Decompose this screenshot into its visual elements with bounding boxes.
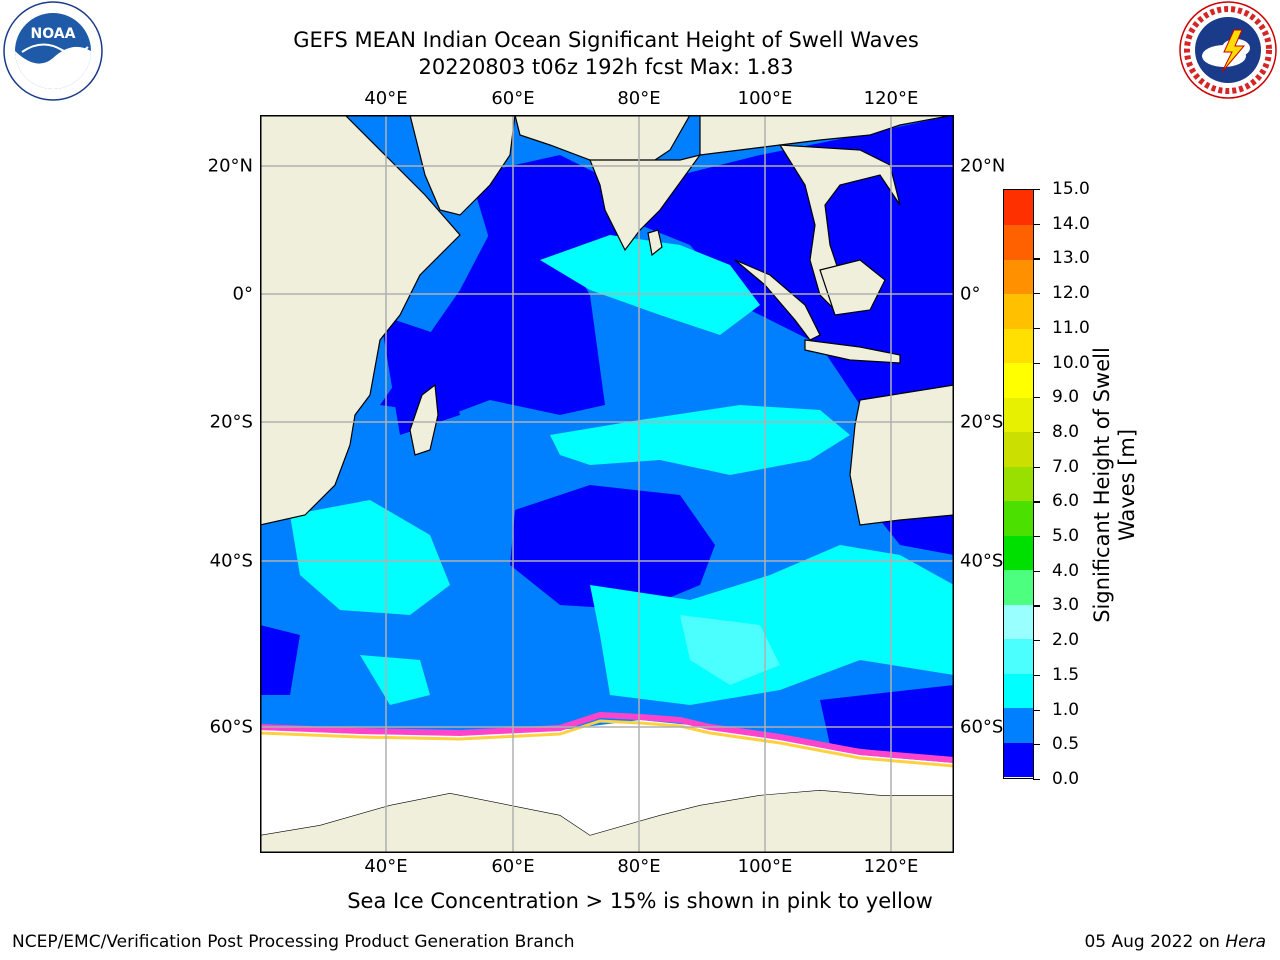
colorbar-segment bbox=[1004, 569, 1033, 605]
colorbar-tick-label: 9.0 bbox=[1052, 387, 1080, 408]
footer-branch-credit: NCEP/EMC/Verification Post Processing Pr… bbox=[12, 932, 575, 952]
footer-date-text: 05 Aug 2022 on bbox=[1084, 932, 1226, 952]
lon-label-top-60e: 60°E bbox=[491, 88, 535, 109]
colorbar-segment bbox=[1004, 431, 1033, 467]
colorbar-tick-label: 5.0 bbox=[1052, 526, 1080, 547]
colorbar-tick-label: 4.0 bbox=[1052, 560, 1080, 581]
colorbar-tick-mark bbox=[1033, 640, 1040, 642]
colorbar-segment bbox=[1004, 673, 1033, 709]
colorbar-segment bbox=[1004, 742, 1033, 778]
lat-label-left-20n: 20°N bbox=[207, 155, 253, 177]
colorbar-tick-mark bbox=[1033, 223, 1040, 225]
colorbar-tick-label: 1.0 bbox=[1052, 699, 1080, 720]
colorbar-segment bbox=[1004, 500, 1033, 536]
colorbar-tick-label: 8.0 bbox=[1052, 421, 1080, 442]
lon-label-bottom-120e: 120°E bbox=[863, 856, 919, 877]
colorbar-tick-mark bbox=[1033, 327, 1040, 329]
nws-logo-icon bbox=[1179, 1, 1277, 99]
lon-label-bottom-40e: 40°E bbox=[364, 856, 408, 877]
colorbar-tick-label: 13.0 bbox=[1052, 248, 1090, 269]
lat-label-right-40s: 40°S bbox=[960, 550, 1004, 572]
colorbar-segment bbox=[1004, 190, 1033, 226]
colorbar-tick-label: 3.0 bbox=[1052, 595, 1080, 616]
lon-label-top-100e: 100°E bbox=[737, 88, 793, 109]
colorbar-tick-mark bbox=[1033, 779, 1040, 781]
colorbar-tick-mark bbox=[1033, 189, 1040, 191]
lat-label-right-60s: 60°S bbox=[960, 716, 1004, 738]
colorbar-tick-label: 6.0 bbox=[1052, 491, 1080, 512]
colorbar-label-line-2: Waves [m] bbox=[1115, 428, 1139, 542]
colorbar-segment bbox=[1004, 328, 1033, 364]
colorbar-tick-label: 10.0 bbox=[1052, 352, 1090, 373]
ice-shelf-region bbox=[260, 720, 954, 835]
lat-label-right-0: 0° bbox=[960, 283, 981, 305]
colorbar-tick-label: 15.0 bbox=[1052, 179, 1090, 199]
noaa-logo-icon: NOAA bbox=[3, 1, 103, 101]
colorbar-segment bbox=[1004, 535, 1033, 571]
colorbar-tick-label: 0.5 bbox=[1052, 734, 1080, 755]
colorbar-label: Significant Height of Swell Waves [m] bbox=[1090, 347, 1140, 623]
colorbar-tick-mark bbox=[1033, 536, 1040, 538]
colorbar-tick-mark bbox=[1033, 431, 1040, 434]
colorbar-tick-mark bbox=[1033, 744, 1040, 746]
chart-title: GEFS MEAN Indian Ocean Significant Heigh… bbox=[293, 28, 919, 52]
colorbar-segment bbox=[1004, 293, 1033, 329]
swell-max-patch bbox=[680, 615, 780, 685]
indian-ocean-map bbox=[260, 115, 954, 853]
colorbar-tick-mark bbox=[1033, 362, 1040, 364]
lat-label-left-0: 0° bbox=[232, 283, 253, 305]
noaa-logo-text: NOAA bbox=[31, 26, 76, 42]
colorbar-tick-mark bbox=[1033, 570, 1040, 572]
colorbar-tick-label: 14.0 bbox=[1052, 213, 1090, 234]
colorbar-tick-mark bbox=[1033, 501, 1040, 503]
footer-host: Hera bbox=[1225, 932, 1266, 952]
colorbar bbox=[1003, 189, 1034, 779]
colorbar-segment bbox=[1004, 638, 1033, 674]
lon-label-top-40e: 40°E bbox=[364, 88, 408, 109]
colorbar-tick-label: 11.0 bbox=[1052, 317, 1090, 338]
lat-label-left-40s: 40°S bbox=[209, 550, 253, 572]
colorbar-tick-mark bbox=[1033, 466, 1040, 468]
lon-label-bottom-60e: 60°E bbox=[491, 856, 535, 877]
colorbar-segment bbox=[1004, 362, 1033, 398]
colorbar-tick-mark bbox=[1033, 397, 1040, 399]
colorbar-segment bbox=[1004, 466, 1033, 502]
lon-label-top-80e: 80°E bbox=[617, 88, 661, 109]
colorbar-label-line-1: Significant Height of Swell bbox=[1090, 347, 1114, 623]
colorbar-tick-label: 1.5 bbox=[1052, 664, 1080, 685]
colorbar-tick-label: 2.0 bbox=[1052, 630, 1080, 651]
colorbar-segment bbox=[1004, 397, 1033, 433]
colorbar-tick-mark bbox=[1033, 709, 1040, 711]
lon-label-bottom-100e: 100°E bbox=[737, 856, 793, 877]
colorbar-tick-label: 0.0 bbox=[1052, 769, 1080, 789]
colorbar-segment bbox=[1004, 707, 1033, 743]
lat-label-right-20s: 20°S bbox=[960, 411, 1004, 433]
lon-label-bottom-80e: 80°E bbox=[617, 856, 661, 877]
colorbar-tick-mark bbox=[1033, 258, 1040, 260]
colorbar-tick-mark bbox=[1033, 674, 1040, 677]
colorbar-tick-label: 7.0 bbox=[1052, 456, 1080, 477]
graticule bbox=[260, 115, 954, 853]
lat-label-right-20n: 20°N bbox=[960, 155, 1006, 177]
colorbar-segment bbox=[1004, 604, 1033, 640]
sea-ice-edge-pink bbox=[260, 711, 954, 763]
chart-subtitle: 20220803 t06z 192h fcst Max: 1.83 bbox=[418, 55, 794, 79]
colorbar-segment bbox=[1004, 259, 1033, 295]
lat-label-left-60s: 60°S bbox=[209, 716, 253, 738]
sea-ice-note: Sea Ice Concentration > 15% is shown in … bbox=[347, 889, 933, 913]
colorbar-tick-label: 12.0 bbox=[1052, 283, 1090, 304]
sea-ice-edge-yellow bbox=[260, 719, 954, 768]
colorbar-segment bbox=[1004, 224, 1033, 260]
colorbar-tick-mark bbox=[1033, 293, 1040, 295]
lon-label-top-120e: 120°E bbox=[863, 88, 919, 109]
colorbar-tick-mark bbox=[1033, 605, 1040, 607]
lat-label-left-20s: 20°S bbox=[209, 411, 253, 433]
footer-date: 05 Aug 2022 on Hera bbox=[1084, 932, 1266, 952]
